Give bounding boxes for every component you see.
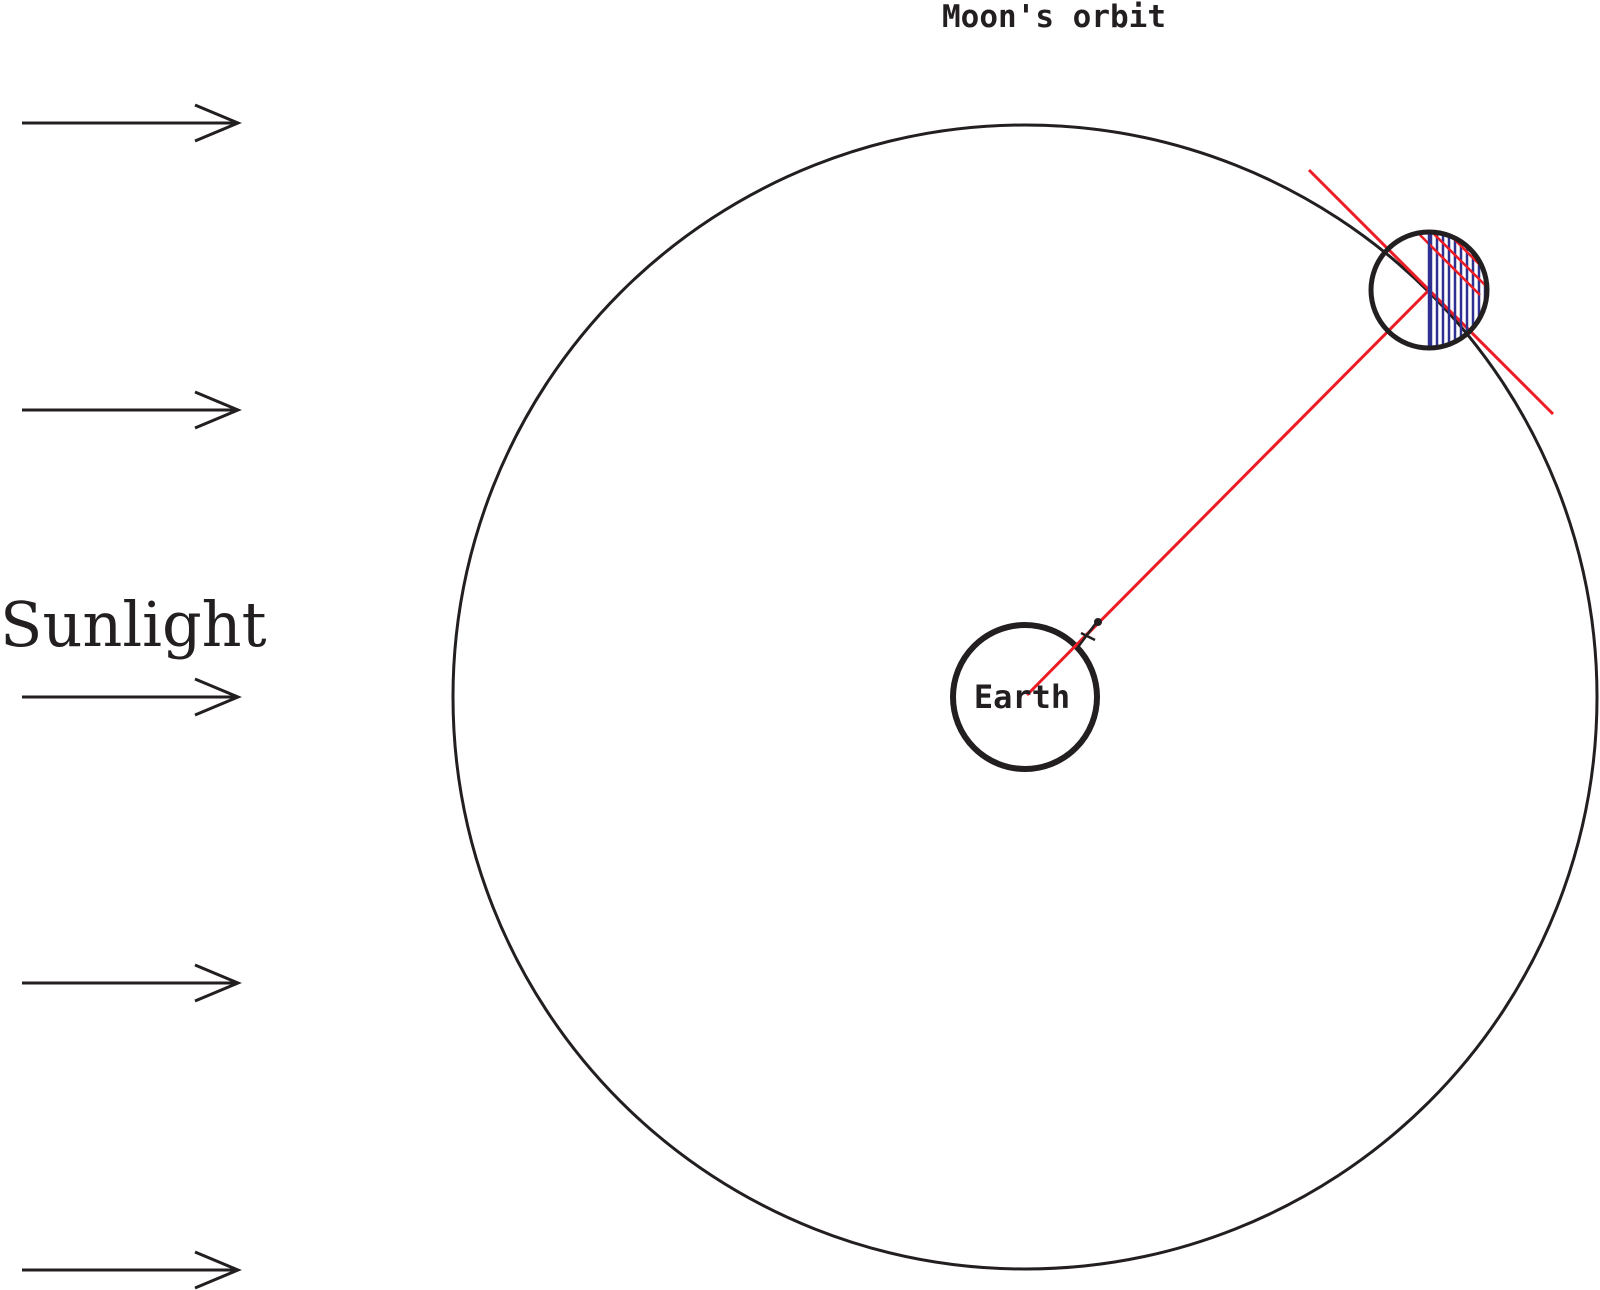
earth: Earth	[950, 618, 1102, 772]
sunlight-arrow	[22, 677, 242, 717]
sunlight-arrows	[22, 103, 242, 1290]
sunlight-arrow	[22, 963, 242, 1003]
orbit-title: Moon's orbit	[942, 0, 1166, 35]
sunlight-arrow	[22, 103, 242, 143]
sunlight-arrow	[22, 1250, 242, 1290]
moon-orbit	[451, 123, 1599, 1271]
sunlight-label: Sunlight	[0, 588, 267, 661]
earth-label: Earth	[974, 678, 1070, 716]
sunlight-arrow	[22, 390, 242, 430]
observer-figure	[1077, 618, 1102, 648]
moon-outline	[1368, 229, 1490, 351]
